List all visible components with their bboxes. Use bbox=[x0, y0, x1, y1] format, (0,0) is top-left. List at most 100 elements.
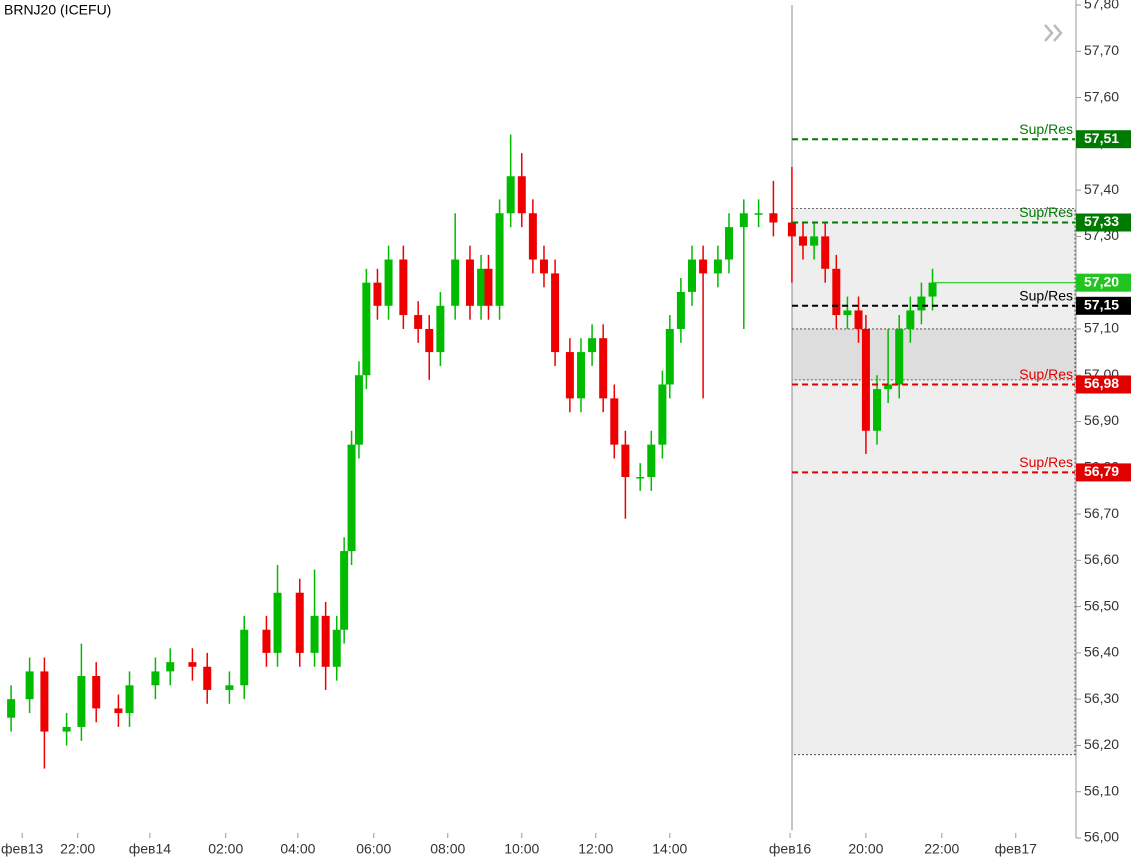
candle-body bbox=[25, 671, 34, 700]
candle-body bbox=[451, 259, 460, 306]
y-tick-label: 57,10 bbox=[1084, 320, 1119, 336]
level-text: Sup/Res bbox=[1019, 204, 1073, 220]
candle-body bbox=[884, 384, 893, 390]
candle-body bbox=[362, 282, 371, 376]
candle-body bbox=[7, 699, 16, 718]
level-box bbox=[1076, 130, 1131, 149]
level-box bbox=[1076, 463, 1131, 482]
level-box bbox=[1076, 375, 1131, 394]
candle-body bbox=[917, 296, 926, 311]
level-text: Sup/Res bbox=[1019, 121, 1073, 137]
last-price-label: 57,20 bbox=[1084, 273, 1119, 289]
candle-body bbox=[928, 282, 937, 297]
level-label: 57,33 bbox=[1084, 213, 1119, 229]
candle-body bbox=[332, 629, 341, 667]
y-tick-label: 56,30 bbox=[1084, 690, 1119, 706]
candle-body bbox=[125, 685, 134, 714]
level-label: 57,15 bbox=[1084, 297, 1119, 313]
candle-body bbox=[373, 282, 382, 306]
y-tick-label: 56,00 bbox=[1084, 829, 1119, 845]
y-tick-label: 56,60 bbox=[1084, 551, 1119, 567]
candle-body bbox=[465, 259, 474, 306]
y-tick-label: 57,40 bbox=[1084, 181, 1119, 197]
candle-body bbox=[861, 328, 870, 431]
candle-body bbox=[810, 236, 819, 246]
y-tick-label: 57,60 bbox=[1084, 88, 1119, 104]
candle-body bbox=[166, 662, 175, 672]
level-label: 56,79 bbox=[1084, 463, 1119, 479]
candle-body bbox=[517, 176, 526, 214]
candle-body bbox=[599, 338, 608, 399]
y-tick-label: 57,70 bbox=[1084, 42, 1119, 58]
y-tick-label: 56,20 bbox=[1084, 736, 1119, 752]
candle-body bbox=[188, 662, 197, 667]
x-tick-label: фев13 bbox=[1, 841, 44, 857]
candle-body bbox=[354, 375, 363, 445]
collapse-button[interactable] bbox=[1044, 24, 1063, 42]
x-tick-label: 22:00 bbox=[60, 841, 95, 857]
candle-body bbox=[528, 213, 537, 260]
candle-body bbox=[506, 176, 515, 214]
x-tick-label: 22:00 bbox=[924, 841, 959, 857]
candle-body bbox=[787, 222, 796, 237]
candle-body bbox=[62, 726, 71, 732]
candle-body bbox=[906, 310, 915, 329]
candle-body bbox=[484, 268, 493, 306]
last-price-box bbox=[1076, 273, 1131, 292]
candle-body bbox=[621, 444, 630, 478]
candle-body bbox=[687, 259, 696, 292]
level-box bbox=[1076, 213, 1131, 232]
level-text: Sup/Res bbox=[1019, 366, 1073, 382]
candle-body bbox=[151, 671, 160, 686]
candle-body bbox=[725, 227, 734, 260]
x-tick-label: 08:00 bbox=[430, 841, 465, 857]
candle-body bbox=[739, 213, 748, 228]
candle-body bbox=[854, 310, 863, 329]
level-box bbox=[1076, 296, 1131, 315]
candle-body bbox=[225, 685, 234, 690]
candle-body bbox=[636, 477, 645, 479]
candle-body bbox=[262, 629, 271, 653]
level-text: Sup/Res bbox=[1019, 288, 1073, 304]
y-tick-label: 56,50 bbox=[1084, 597, 1119, 613]
level-text: Sup/Res bbox=[1019, 454, 1073, 470]
candle-body bbox=[414, 315, 423, 329]
x-tick-label: фев14 bbox=[129, 841, 172, 857]
candle-body bbox=[799, 236, 808, 246]
level-label: 56,98 bbox=[1084, 375, 1119, 391]
candle-body bbox=[114, 708, 123, 714]
candle-body bbox=[610, 398, 619, 445]
candle-body bbox=[40, 671, 49, 732]
candle-body bbox=[676, 291, 685, 329]
candle-body bbox=[436, 305, 445, 353]
level-label: 57,51 bbox=[1084, 130, 1119, 146]
x-tick-label: 10:00 bbox=[504, 841, 539, 857]
y-tick-label: 56,90 bbox=[1084, 412, 1119, 428]
chart-title: BRNJ20 (ICEFU) bbox=[4, 2, 111, 18]
candle-body bbox=[425, 328, 434, 353]
candle-body bbox=[658, 384, 667, 445]
candle-body bbox=[754, 213, 763, 215]
y-tick-label: 56,40 bbox=[1084, 644, 1119, 660]
candle-body bbox=[713, 259, 722, 274]
candle-body bbox=[340, 551, 349, 630]
candle-body bbox=[832, 268, 841, 316]
candle-body bbox=[347, 444, 356, 552]
candle-body bbox=[77, 676, 86, 727]
candle-body bbox=[203, 666, 212, 690]
x-tick-label: 12:00 bbox=[578, 841, 613, 857]
candle-body bbox=[399, 259, 408, 316]
zone bbox=[791, 328, 1076, 381]
candle-body bbox=[477, 268, 486, 306]
candle-body bbox=[769, 213, 778, 223]
candle-body bbox=[699, 259, 708, 274]
candle-body bbox=[539, 259, 548, 274]
x-tick-label: 02:00 bbox=[208, 841, 243, 857]
candle-body bbox=[384, 259, 393, 306]
candle-body bbox=[873, 389, 882, 431]
candle-body bbox=[576, 352, 585, 399]
y-tick-label: 57,80 bbox=[1084, 0, 1119, 12]
candle-body bbox=[821, 236, 830, 269]
